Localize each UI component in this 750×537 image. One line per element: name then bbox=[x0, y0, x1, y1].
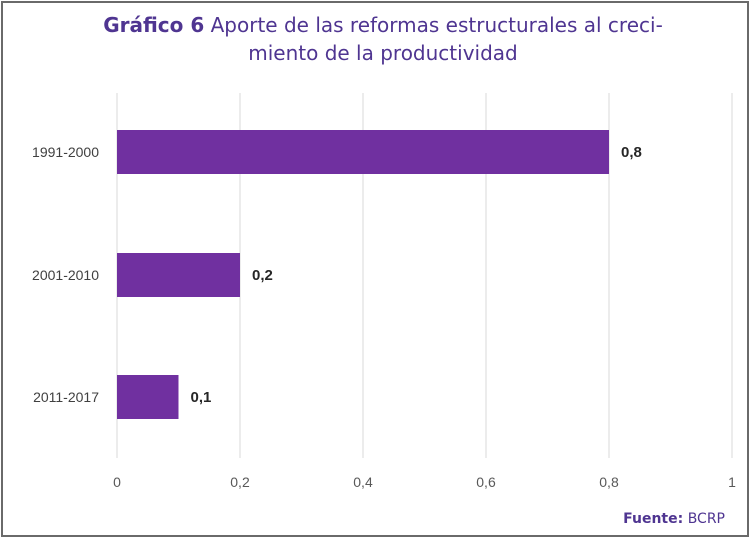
data-label: 0,1 bbox=[191, 389, 212, 406]
x-tick-label: 1 bbox=[728, 474, 736, 490]
chart-title-line1: Aporte de las reformas estructurales al … bbox=[210, 13, 663, 37]
x-tick-label: 0,6 bbox=[476, 474, 496, 490]
data-label: 0,2 bbox=[252, 267, 273, 284]
category-label: 1991-2000 bbox=[32, 144, 99, 160]
source-note: Fuente: BCRP bbox=[623, 511, 725, 527]
x-tick-label: 0,2 bbox=[230, 474, 250, 490]
bar bbox=[117, 375, 179, 419]
bar-chart: 0 0,2 0,4 0,6 0,8 1 1991-2000 0,8 2001-2010 0,2 20… bbox=[32, 93, 736, 490]
source-label: Fuente: bbox=[623, 511, 684, 527]
data-label: 0,8 bbox=[621, 144, 642, 161]
x-tick-label: 0,4 bbox=[353, 474, 373, 490]
bar bbox=[117, 130, 609, 174]
x-tick-label: 0 bbox=[113, 474, 121, 490]
x-tick-label: 0,8 bbox=[599, 474, 619, 490]
source-value: BCRP bbox=[687, 511, 725, 527]
chart-title-line2: miento de la productividad bbox=[248, 41, 518, 65]
chart-title: Gráfico 6 Aporte de las reformas estruct… bbox=[83, 11, 683, 67]
category-label: 2011-2017 bbox=[33, 389, 99, 405]
chart-title-prefix: Gráfico 6 bbox=[103, 13, 205, 37]
bar bbox=[117, 253, 240, 297]
category-label: 2001-2010 bbox=[32, 267, 99, 283]
